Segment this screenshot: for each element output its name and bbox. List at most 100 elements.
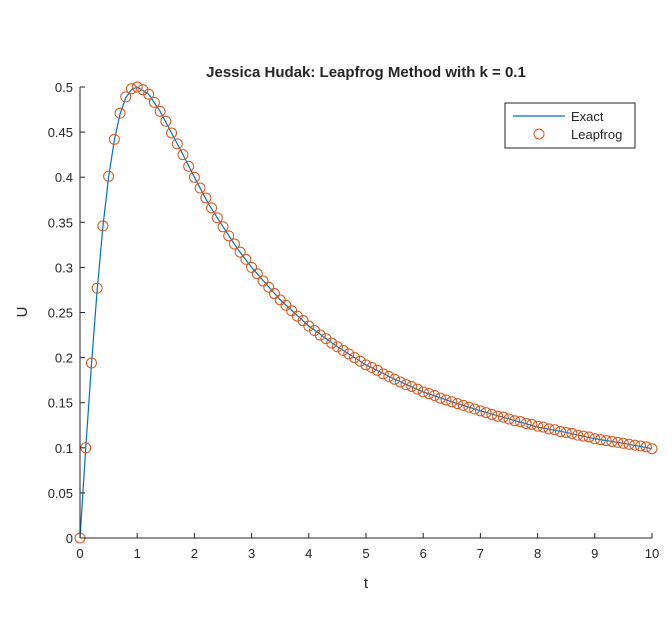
leapfrog-point: [606, 435, 618, 447]
legend-box: [504, 102, 636, 149]
y-tick-label: 0.5: [55, 80, 73, 95]
y-tick-label: 0.4: [55, 170, 73, 185]
leapfrog-point: [629, 439, 641, 451]
leapfrog-point: [394, 376, 406, 388]
leapfrog-point: [343, 348, 355, 360]
leapfrog-point: [543, 423, 555, 435]
leapfrog-point: [166, 127, 178, 139]
leapfrog-point: [572, 429, 584, 441]
leapfrog-point: [417, 386, 429, 398]
y-tick-label: 0.2: [55, 351, 73, 366]
leapfrog-point: [577, 430, 589, 442]
leapfrog-point: [326, 337, 338, 349]
exact-series: [79, 86, 653, 539]
leapfrog-point: [635, 440, 647, 452]
leapfrog-point: [457, 399, 469, 411]
leapfrog-point: [640, 441, 652, 453]
leapfrog-point: [612, 436, 624, 448]
legend-leapfrog-swatch: [533, 128, 545, 140]
leapfrog-point: [211, 212, 223, 224]
legend: Exact Leapfrog: [504, 102, 636, 149]
x-tick-label: 4: [305, 546, 312, 561]
leapfrog-point: [360, 359, 372, 371]
leapfrog-point: [97, 220, 109, 232]
leapfrog-point: [446, 396, 458, 408]
y-tick-label: 0: [66, 531, 73, 546]
y-tick-label: 0.05: [48, 486, 73, 501]
leapfrog-point: [114, 107, 126, 119]
legend-leapfrog-label: Leapfrog: [571, 127, 622, 142]
leapfrog-point: [366, 362, 378, 374]
leapfrog-point: [251, 268, 263, 280]
leapfrog-point: [257, 275, 269, 287]
leapfrog-point: [143, 88, 155, 100]
leapfrog-point: [331, 341, 343, 353]
x-tick-label: 1: [134, 546, 141, 561]
x-tick-label: 7: [477, 546, 484, 561]
leapfrog-point: [188, 171, 200, 183]
leapfrog-point: [617, 437, 629, 449]
x-tick-label: 8: [534, 546, 541, 561]
leapfrog-point: [268, 288, 280, 300]
leapfrog-point: [183, 160, 195, 172]
leapfrog-point: [206, 202, 218, 214]
x-tick-label: 5: [362, 546, 369, 561]
leapfrog-point: [646, 443, 658, 455]
leapfrog-point: [589, 433, 601, 445]
y-tick-label: 0.45: [48, 125, 73, 140]
legend-exact-label: Exact: [571, 109, 604, 124]
leapfrog-point: [103, 170, 115, 182]
leapfrog-point: [600, 435, 612, 447]
leapfrog-point: [566, 427, 578, 439]
leapfrog-point: [194, 182, 206, 194]
chart-title: Jessica Hudak: Leapfrog Method with k = …: [206, 64, 526, 81]
leapfrog-point: [246, 261, 258, 273]
leapfrog-point: [480, 407, 492, 419]
leapfrog-point: [383, 371, 395, 383]
axes: 0 1 2 3 4 5 6 7 8 9 10 0 0.05 0.1 0.15 0.2 0.25 0.3 0.35 0.…: [48, 80, 660, 561]
leapfrog-point: [240, 253, 252, 265]
leapfrog-point: [469, 403, 481, 415]
leapfrog-point: [85, 357, 97, 369]
leapfrog-point: [337, 344, 349, 356]
leapfrog-point: [411, 383, 423, 395]
leapfrog-point: [120, 91, 132, 103]
exact-line: [79, 86, 653, 539]
leapfrog-point: [497, 411, 509, 423]
leapfrog-point: [160, 115, 172, 127]
leapfrog-point: [400, 379, 412, 391]
leapfrog-point: [389, 373, 401, 385]
x-tick-label: 6: [420, 546, 427, 561]
leapfrog-point: [314, 329, 326, 341]
leapfrog-point: [263, 281, 275, 293]
leapfrog-point: [583, 431, 595, 443]
leapfrog-point: [91, 282, 103, 294]
leapfrog-series: [74, 81, 658, 544]
leapfrog-point: [509, 415, 521, 427]
leapfrog-point: [595, 434, 607, 446]
leapfrog-point: [492, 410, 504, 422]
leapfrog-point: [148, 96, 160, 108]
leapfrog-point: [452, 398, 464, 410]
y-tick-label: 0.15: [48, 396, 73, 411]
leapfrog-point: [429, 389, 441, 401]
leapfrog-point: [377, 368, 389, 380]
leapfrog-point: [154, 105, 166, 117]
leapfrog-point: [549, 424, 561, 436]
leapfrog-point: [532, 420, 544, 432]
leapfrog-point: [560, 426, 572, 438]
y-axis-label: U: [14, 307, 31, 318]
y-tick-label: 0.35: [48, 215, 73, 230]
leapfrog-point: [514, 416, 526, 428]
leapfrog-point: [349, 352, 361, 364]
leapfrog-point: [131, 81, 143, 93]
x-axis-label: t: [364, 575, 369, 592]
leapfrog-point: [423, 388, 435, 400]
leapfrog-point: [440, 394, 452, 406]
leapfrog-point: [108, 133, 120, 145]
x-tick-label: 0: [76, 546, 83, 561]
leapfrog-point: [125, 83, 137, 95]
leapfrog-point: [171, 138, 183, 150]
